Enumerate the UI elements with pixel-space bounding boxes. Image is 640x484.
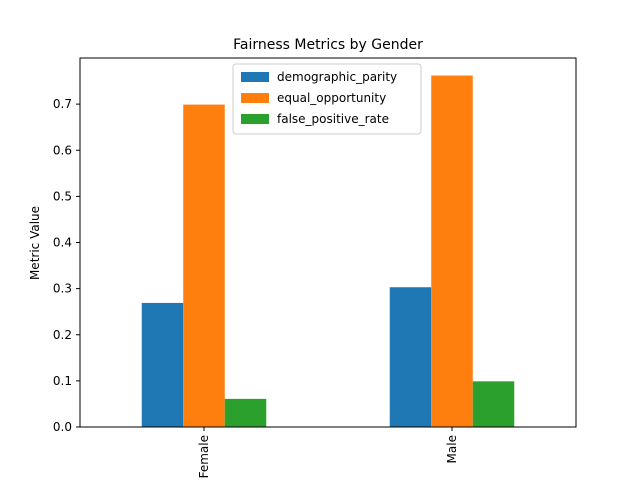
bar-demographic-parity-female	[141, 302, 184, 427]
legend-box	[232, 63, 422, 135]
legend-swatch	[241, 72, 269, 82]
bar-false-positive-rate-female	[224, 398, 267, 427]
x-tick-label: Male	[445, 435, 459, 463]
y-tick-label: 0.7	[53, 97, 72, 111]
y-axis-label: Metric Value	[28, 206, 42, 280]
bar-demographic-parity-male	[389, 287, 432, 427]
chart-title: Fairness Metrics by Gender	[233, 37, 423, 53]
legend-label: false_positive_rate	[277, 112, 389, 126]
legend-label: demographic_parity	[277, 70, 397, 84]
legend: demographic_parity equal_opportunityfalse…	[232, 63, 422, 135]
y-tick-label: 0.0	[53, 420, 72, 434]
y-tick-label: 0.1	[53, 374, 72, 388]
y-tick-label: 0.6	[53, 143, 72, 157]
y-tick-label: 0.3	[53, 282, 72, 296]
x-tick-label: Female	[197, 435, 211, 478]
legend-swatch	[241, 93, 269, 103]
y-tick-label: 0.2	[53, 328, 72, 342]
bar-equal-opportunity-female	[183, 104, 225, 428]
y-tick-label: 0.4	[53, 236, 72, 250]
bar-false-positive-rate-male	[472, 381, 515, 427]
legend-swatch	[241, 114, 269, 124]
bars-group	[141, 75, 515, 428]
ticks-group: 0.0 0.1 0.2 0.3 0.4 0.5 0.6 0.7 Female Male	[53, 97, 459, 478]
legend-label: equal_opportunity	[277, 91, 386, 105]
bar-equal-opportunity-male	[431, 75, 473, 427]
y-tick-label: 0.5	[53, 189, 72, 203]
